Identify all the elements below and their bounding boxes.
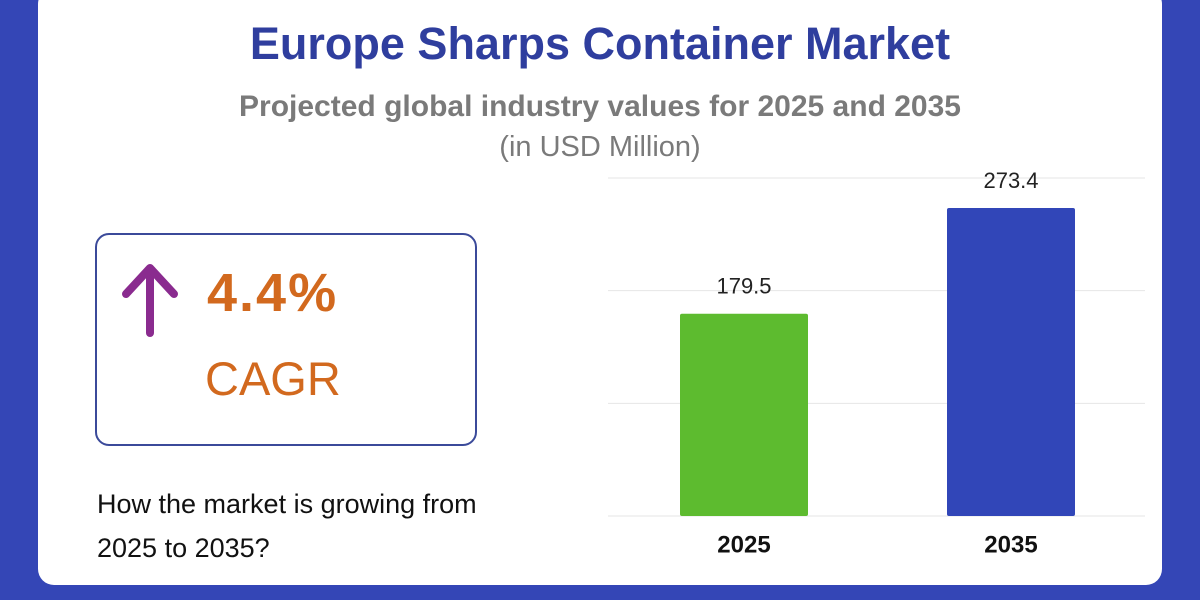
bar: [680, 313, 808, 516]
chart-title: Europe Sharps Container Market: [249, 18, 951, 69]
up-arrow: [122, 264, 178, 337]
x-tick-label: 2035: [984, 531, 1037, 558]
value-label: 273.4: [983, 168, 1038, 193]
cagr-box: [95, 233, 477, 446]
value-label: 179.5: [716, 274, 771, 299]
bar: [947, 207, 1075, 516]
cagr-value: 4.4%: [207, 263, 339, 323]
cagr-caption: CAGR: [205, 352, 341, 405]
chart-subtitle: Projected global industry values for 202…: [239, 90, 961, 123]
unit-note: (in USD Million): [499, 131, 701, 163]
question: How the market is growing from 2025 to 2…: [97, 489, 477, 563]
x-tick-label: 2025: [717, 531, 770, 558]
